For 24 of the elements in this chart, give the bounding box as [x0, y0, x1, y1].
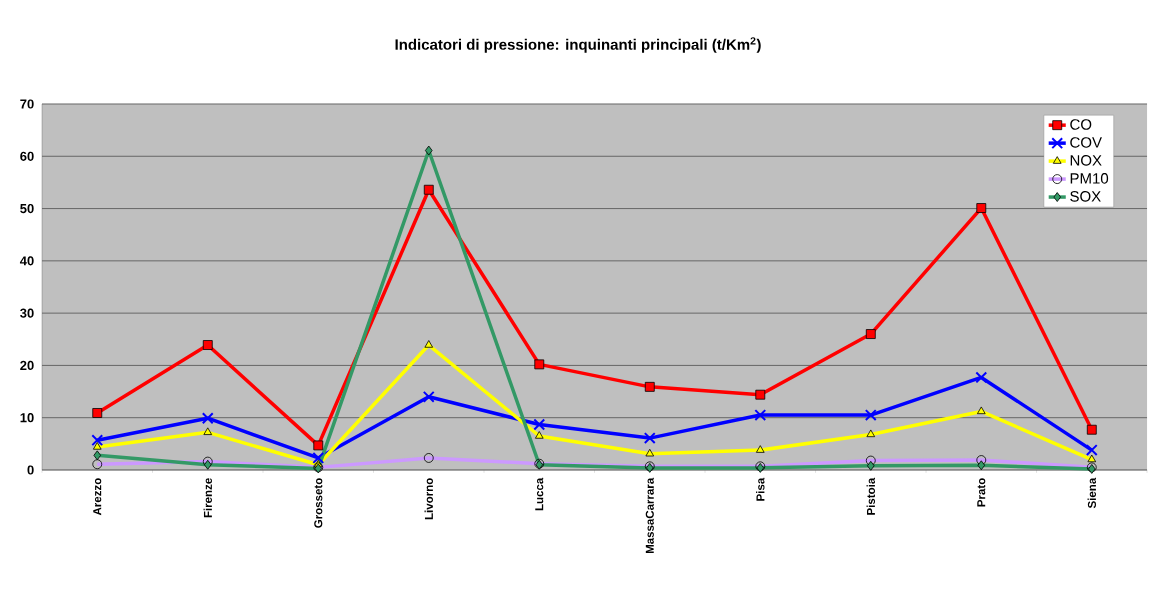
legend-label: CO — [1070, 119, 1092, 130]
x-tick-label: Lucca — [535, 477, 544, 511]
x-tick-label: Firenze — [203, 478, 212, 518]
legend-label: PM10 — [1070, 173, 1109, 184]
x-tick-label: Pisa — [756, 477, 765, 501]
x-tick-label: Grosseto — [314, 478, 323, 528]
legend-label: COV — [1070, 137, 1102, 148]
y-tick-label: 10 — [20, 413, 34, 423]
y-tick-label: 40 — [19, 256, 34, 266]
y-tick-label: 60 — [20, 151, 34, 161]
legend-label: NOX — [1070, 155, 1102, 166]
x-tick-label: Livorno — [424, 478, 433, 520]
x-tick-label: Pistoia — [866, 477, 876, 515]
x-tick-label: MassaCarrara — [645, 477, 654, 554]
y-tick-label: 50 — [20, 203, 34, 214]
legend-label: SOX — [1070, 191, 1101, 202]
y-tick-label: 30 — [20, 308, 34, 318]
chart-title: Indicatori di pressione: inquinanti principali (t/Km$^{2}$) — [395, 37, 761, 53]
y-tick-label: 20 — [20, 360, 34, 371]
x-tick-label: Arezzo — [93, 478, 102, 516]
y-tick-label: 0 — [27, 465, 34, 475]
x-tick-label: Prato — [977, 478, 986, 507]
y-tick-label: 70 — [20, 99, 34, 109]
x-tick-label: Siena — [1087, 477, 1097, 509]
